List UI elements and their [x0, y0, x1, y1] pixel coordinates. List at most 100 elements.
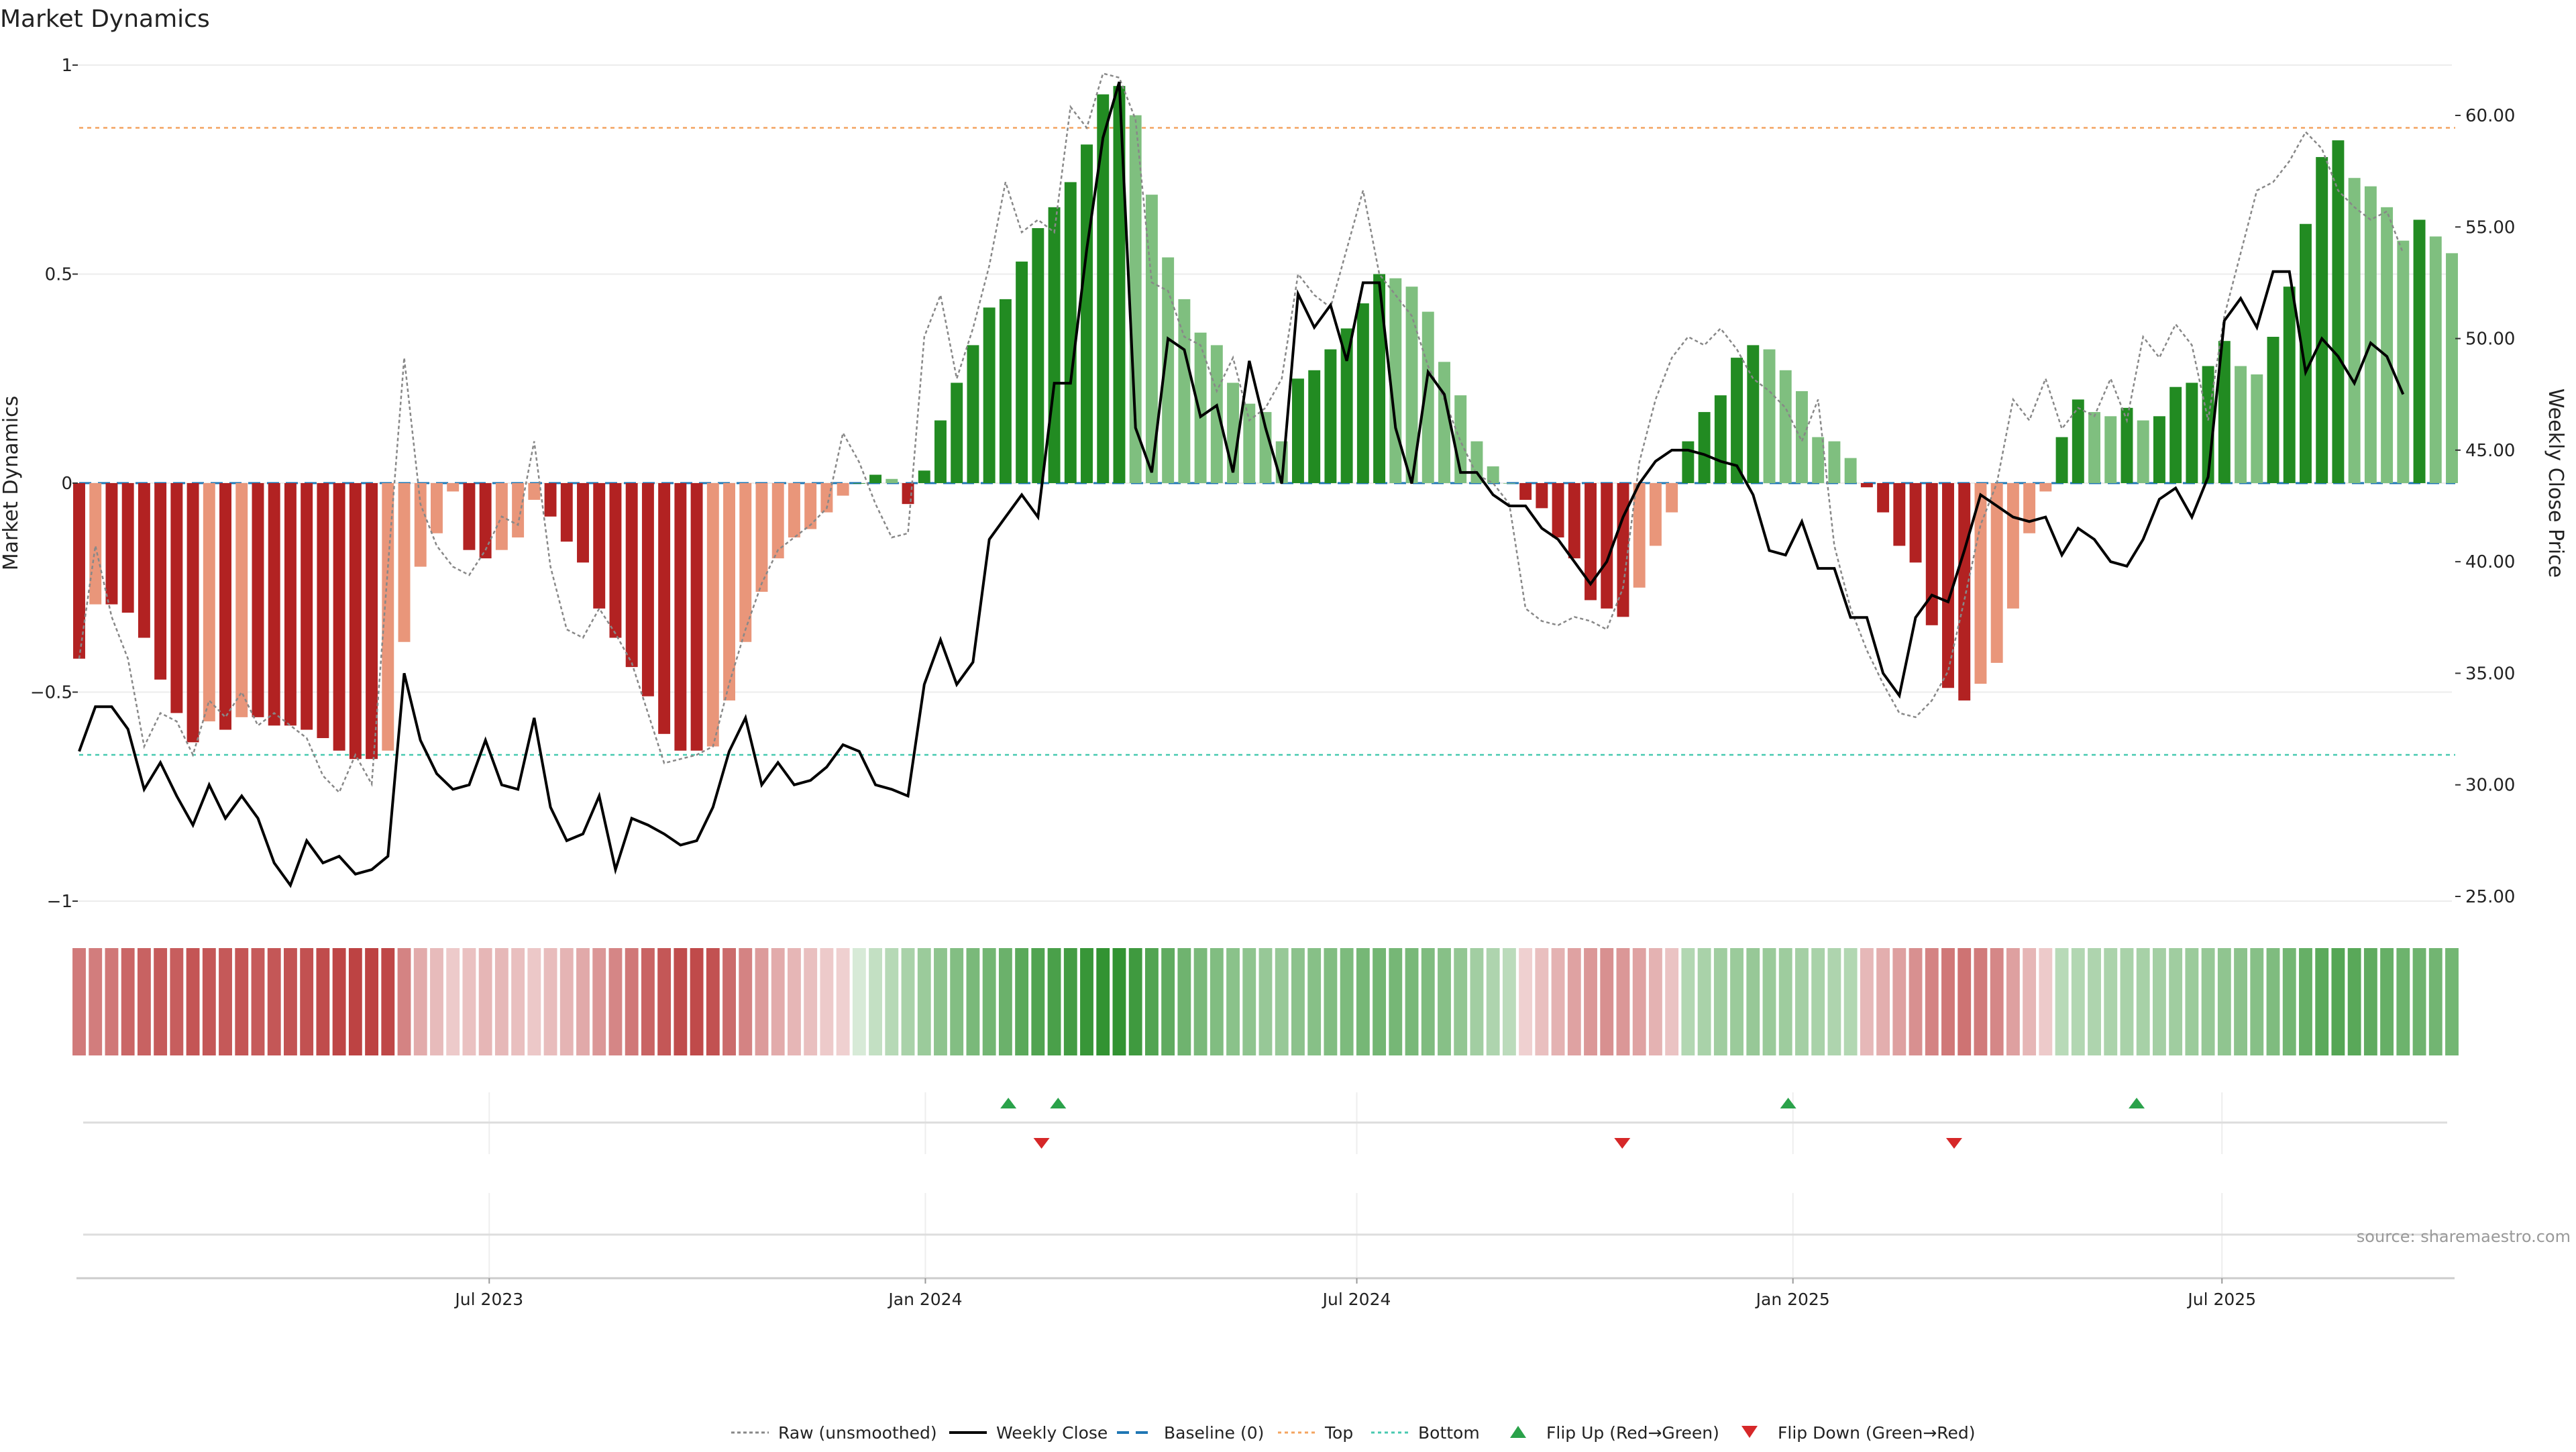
bar [1291, 378, 1304, 483]
legend-label: Weekly Close [996, 1423, 1108, 1443]
heat-cell [2412, 948, 2426, 1055]
heat-cell [2006, 948, 2020, 1055]
bar [105, 483, 118, 605]
heat-cell [446, 948, 460, 1055]
left-axis-label: Market Dynamics [0, 396, 23, 571]
heat-cell [105, 948, 119, 1055]
bar [2235, 366, 2247, 483]
bar [788, 483, 800, 537]
legend-item: Raw (unsmoothed) [731, 1423, 937, 1443]
heat-cell [1892, 948, 1907, 1055]
bar [1536, 483, 1548, 509]
bar [674, 483, 687, 751]
bar [2364, 186, 2377, 483]
heat-cell [430, 948, 443, 1055]
bar [1519, 483, 1532, 500]
heat-cell [1567, 948, 1581, 1055]
bar [2072, 399, 2084, 483]
heat-cell [869, 948, 883, 1055]
heat-cell [381, 948, 395, 1055]
bar [1162, 257, 1175, 483]
heat-cell [1405, 948, 1419, 1055]
heat-cell [348, 948, 362, 1055]
bar [967, 345, 979, 483]
bar [1356, 303, 1369, 483]
heat-cell [625, 948, 639, 1055]
heat-cell [1242, 948, 1256, 1055]
bar [1617, 483, 1629, 617]
legend-item: Flip Up (Red→Green) [1510, 1423, 1719, 1443]
bar [398, 483, 411, 642]
bar [739, 483, 752, 642]
flip-up-marker [2129, 1098, 2145, 1108]
heat-cell [2201, 948, 2215, 1055]
heat-cell [1324, 948, 1338, 1055]
right-tick-label: 45.00 [2465, 441, 2515, 461]
bar [902, 483, 914, 505]
bar [1032, 227, 1044, 483]
heat-cell [2039, 948, 2053, 1055]
heat-cell [2445, 948, 2459, 1055]
left-tick-label: −1 [47, 892, 72, 912]
heat-cell [2250, 948, 2264, 1055]
bar [771, 483, 784, 559]
heat-cell [1925, 948, 1939, 1055]
heat-cell [235, 948, 249, 1055]
lower-panel [83, 1193, 2447, 1278]
heat-cell [1193, 948, 1208, 1055]
bar [2332, 140, 2345, 483]
bar [186, 483, 199, 743]
bar [1990, 483, 2003, 663]
heat-cell [2331, 948, 2345, 1055]
heat-cell [1616, 948, 1630, 1055]
flip-up-marker [1000, 1098, 1017, 1108]
bar [1942, 483, 1954, 688]
bar [544, 483, 557, 517]
bar [1405, 287, 1418, 483]
heat-cell [1438, 948, 1451, 1055]
bar [625, 483, 638, 668]
bar [869, 474, 882, 483]
heat-cell [1063, 948, 1077, 1055]
bar [1389, 278, 1402, 483]
heat-cell [219, 948, 232, 1055]
x-tick-label: Jul 2025 [2186, 1290, 2256, 1309]
legend-label: Baseline (0) [1164, 1423, 1264, 1443]
bar [2153, 416, 2165, 483]
heat-cell [1047, 948, 1061, 1055]
heat-cell [267, 948, 281, 1055]
heat-cell [1161, 948, 1175, 1055]
heat-cell [901, 948, 915, 1055]
heat-cell [1551, 948, 1565, 1055]
bar [284, 483, 297, 726]
bar [1877, 483, 1890, 513]
right-tick-label: 30.00 [2465, 776, 2515, 796]
heat-cell [1177, 948, 1191, 1055]
bar [1682, 441, 1695, 483]
heat-cell [1827, 948, 1841, 1055]
bar [366, 483, 378, 760]
heat-cell [674, 948, 688, 1055]
legend-label: Flip Down (Green→Red) [1778, 1423, 1976, 1443]
bar [577, 483, 589, 563]
bar [1081, 144, 1093, 483]
bar [268, 483, 280, 726]
bar [317, 483, 329, 739]
heat-cell [657, 948, 672, 1055]
heat-cell [1454, 948, 1468, 1055]
bar [609, 483, 622, 638]
legend-item: Baseline (0) [1117, 1423, 1264, 1443]
heat-cell [397, 948, 411, 1055]
heat-cell [1876, 948, 1890, 1055]
right-tick-label: 40.00 [2465, 552, 2515, 572]
x-axis: Jul 2023 Jan 2024 Jul 2024 Jan 2025 Jul 2025 [76, 1277, 2455, 1309]
heat-cell [1648, 948, 1662, 1055]
legend-swatch [1510, 1426, 1526, 1438]
heat-cell [1957, 948, 1972, 1055]
bar [1633, 483, 1646, 588]
bar [2316, 157, 2328, 483]
heat-cell [186, 948, 200, 1055]
heat-cell [2428, 948, 2443, 1055]
